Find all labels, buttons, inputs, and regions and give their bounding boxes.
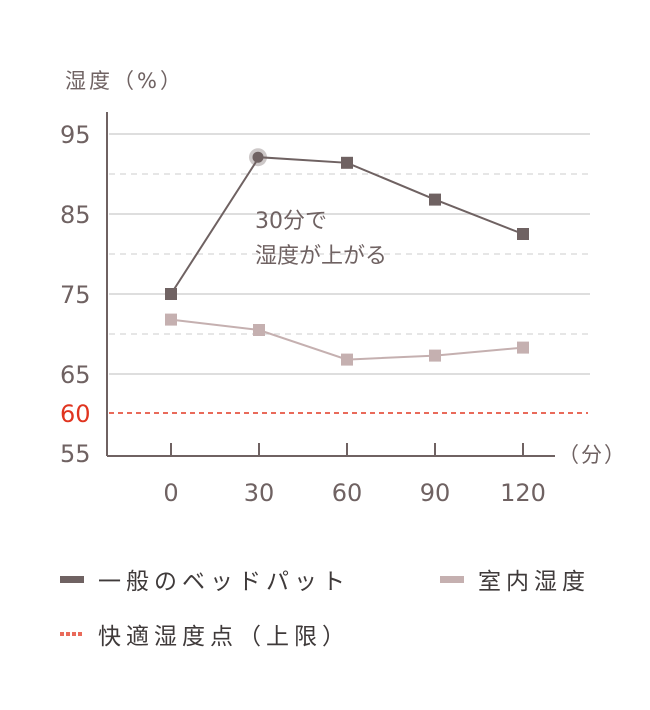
annotation-line-2: 湿度が上がる	[255, 244, 387, 269]
legend-swatch-dotted	[60, 632, 84, 636]
legend-swatch-dark	[60, 575, 84, 583]
y-tick-85: 85	[60, 201, 91, 229]
data-point	[429, 349, 441, 362]
legend-label-comfort: 快適湿度点（上限）	[98, 624, 350, 650]
gridlines	[109, 133, 590, 375]
x-tick-90: 90	[420, 479, 451, 507]
x-tick-120: 120	[500, 479, 546, 507]
series-line	[170, 156, 524, 295]
data-point	[341, 353, 353, 366]
data-point	[341, 156, 353, 169]
legend-swatch-light	[440, 575, 464, 583]
legend-item-room: 室内湿度	[440, 562, 590, 596]
y-tick-labels: 95 85 75 65 60 55	[60, 121, 91, 468]
x-axis-unit: （分）	[558, 443, 627, 467]
y-tick-55: 55	[60, 440, 91, 468]
data-point	[253, 324, 265, 336]
legend-label-room: 室内湿度	[478, 569, 590, 595]
legend-label-bed-pad: 一般のベッドパット	[98, 569, 350, 595]
data-point	[517, 341, 529, 354]
x-tick-60: 60	[332, 479, 363, 507]
data-point	[429, 193, 441, 206]
data-series	[165, 148, 529, 366]
humidity-line-chart: 湿度（%） 95 85 75 65 60 55 0 30 60 90 120 （…	[60, 69, 627, 507]
data-point	[165, 288, 177, 300]
x-tick-30: 30	[244, 479, 275, 507]
x-tick-labels: 0 30 60 90 120	[163, 479, 546, 507]
y-tick-60: 60	[60, 400, 91, 428]
legend-item-comfort: 快適湿度点（上限）	[60, 617, 350, 651]
y-tick-65: 65	[60, 361, 91, 389]
y-tick-75: 75	[60, 281, 91, 309]
highlight-point	[252, 151, 264, 163]
x-ticks	[170, 443, 524, 456]
data-point	[165, 313, 177, 326]
y-axis-title: 湿度（%）	[65, 69, 184, 93]
data-point	[517, 228, 529, 240]
legend-item-bed-pad: 一般のベッドパット	[60, 562, 350, 596]
x-tick-0: 0	[163, 479, 178, 507]
annotation-line-1: 30分で	[255, 209, 327, 234]
y-tick-95: 95	[60, 121, 91, 149]
